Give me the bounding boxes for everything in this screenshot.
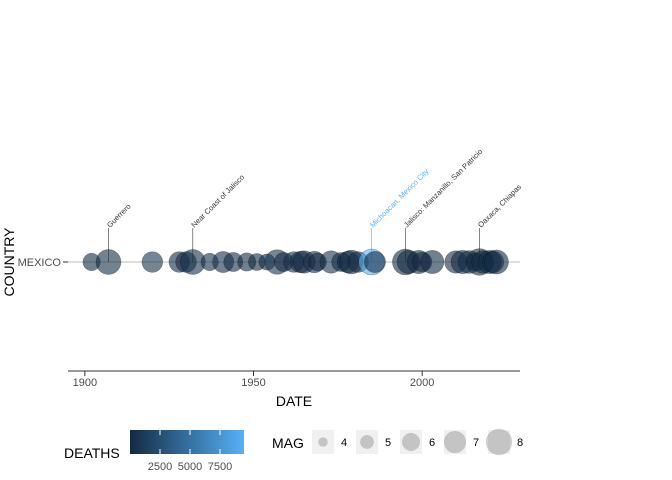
annotation-label: Oaxaca, Chiapas — [476, 182, 523, 229]
legend-mag-key-bg — [312, 430, 334, 454]
legend-mag-key-label: 7 — [473, 437, 479, 449]
legend-mag-key-symbol — [360, 435, 374, 449]
x-tick-label: 2000 — [410, 377, 434, 389]
earthquake-point — [484, 249, 509, 275]
annotation-label: Near Coast of Jalisco — [189, 173, 246, 230]
legend-mag-key-bg — [444, 430, 466, 454]
annotation-label: Guerrero — [105, 202, 133, 230]
legend-deaths-title: DEATHS — [64, 445, 120, 461]
earthquake-point — [141, 251, 164, 273]
legend-mag-key-bg — [356, 430, 378, 454]
x-axis: 1900 1950 2000 DATE — [68, 370, 520, 409]
y-axis-title: COUNTRY — [1, 227, 17, 297]
y-axis: MEXICO COUNTRY — [1, 227, 68, 297]
legend-deaths-tick-label: 2500 — [148, 461, 172, 473]
points-layer — [82, 248, 509, 276]
plot-area: Guerrero Near Coast of Jalisco Michoacan, … — [68, 147, 523, 276]
legend-mag-key-symbol — [485, 428, 513, 456]
legend-mag: MAG 4 5 6 7 8 — [272, 428, 523, 456]
legend-deaths-tick-label: 5000 — [178, 461, 202, 473]
y-tick-label: MEXICO — [18, 257, 62, 269]
legend-deaths-colorbar — [130, 430, 244, 454]
legend-deaths-tick-label: 7500 — [208, 461, 232, 473]
legend-mag-key-label: 5 — [385, 437, 391, 449]
legend-deaths: DEATHS 2500 5000 7500 — [64, 430, 244, 473]
legend-mag-key-symbol — [318, 437, 328, 447]
earthquake-point — [95, 249, 122, 275]
annotations-layer: Guerrero Near Coast of Jalisco Michoacan, … — [105, 147, 523, 262]
annotation-label: Michoacan, Mexico City — [368, 167, 431, 230]
legend-mag-key-bg — [400, 430, 422, 454]
legend-mag-key-label: 4 — [341, 437, 347, 449]
legend-mag-key-symbol — [443, 430, 467, 454]
earthquake-point — [364, 251, 386, 273]
legend-deaths-ticks: 2500 5000 7500 — [148, 430, 232, 473]
x-ticks-layer: 1900 1950 2000 — [73, 371, 434, 389]
x-tick-label: 1900 — [73, 377, 97, 389]
legend-mag-keys: 4 5 6 7 8 — [312, 428, 523, 456]
x-axis-title: DATE — [276, 393, 312, 409]
legend-mag-key-label: 8 — [517, 437, 523, 449]
legend-mag-key-label: 6 — [429, 437, 435, 449]
earthquake-point — [420, 250, 445, 274]
legend-mag-key-symbol — [401, 432, 420, 451]
x-tick-label: 1950 — [241, 377, 265, 389]
legend-mag-title: MAG — [272, 435, 304, 451]
legend-mag-key-bg — [488, 430, 510, 454]
